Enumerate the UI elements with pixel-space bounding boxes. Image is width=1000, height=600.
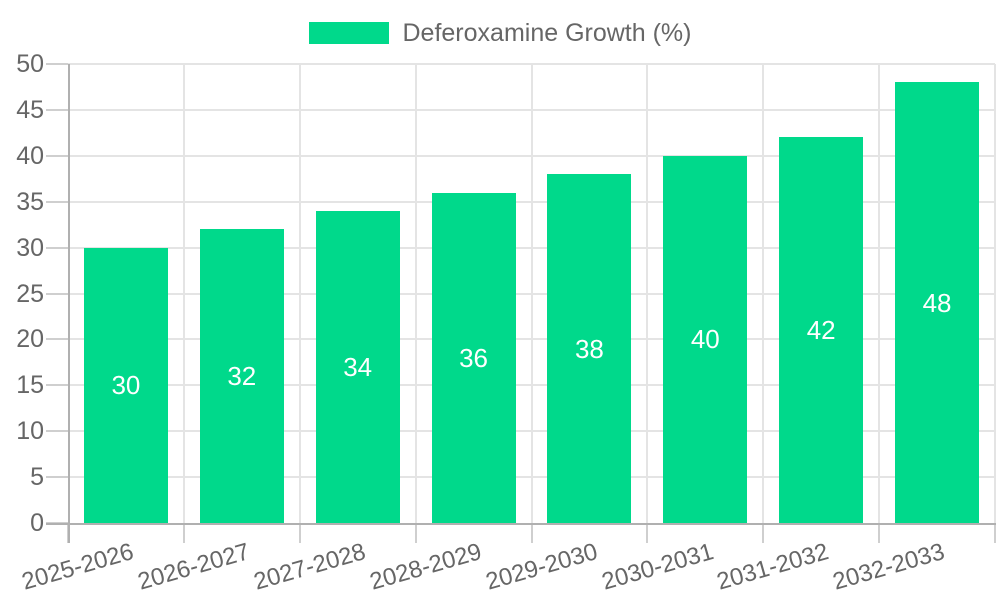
bar-value-label: 30: [111, 370, 141, 401]
x-axis-tick: [762, 523, 765, 543]
bar[interactable]: [431, 192, 516, 523]
y-tick-label: 0: [30, 509, 44, 537]
y-axis-tick: [46, 338, 68, 341]
y-axis-tick: [46, 108, 68, 111]
x-axis-tick: [994, 523, 996, 543]
y-tick-label: 25: [16, 279, 44, 308]
bar[interactable]: [547, 174, 632, 523]
x-axis-tick: [646, 523, 649, 543]
y-axis-tick: [46, 384, 68, 387]
x-tick-label: 2027-2028: [250, 538, 369, 596]
bar-value-label: 34: [343, 351, 373, 382]
y-tick-label: 15: [16, 371, 44, 400]
x-axis-tick: [878, 523, 881, 543]
vertical-gridline: [414, 64, 417, 523]
y-tick-label: 5: [30, 463, 44, 492]
bar[interactable]: [199, 229, 284, 523]
bar-value-label: 32: [227, 361, 257, 392]
y-axis-tick: [46, 200, 68, 203]
y-tick-label: 10: [16, 417, 44, 446]
x-tick-label: 2028-2029: [366, 538, 485, 596]
bar[interactable]: [83, 247, 168, 523]
y-axis-tick: [46, 430, 68, 433]
bar-value-label: 36: [459, 342, 489, 373]
vertical-gridline: [994, 64, 996, 523]
x-tick-label: 2026-2027: [134, 538, 253, 596]
y-tick-label: 35: [16, 187, 44, 216]
y-axis-tick: [46, 246, 68, 249]
y-axis-line: [68, 64, 70, 543]
x-axis-tick: [182, 523, 185, 543]
x-tick-label: 2030-2031: [598, 538, 717, 596]
y-axis-tick: [46, 476, 68, 479]
y-tick-label: 45: [16, 95, 44, 124]
x-axis-line: [46, 523, 996, 525]
bar[interactable]: [663, 155, 748, 523]
x-tick-label: 2025-2026: [19, 538, 137, 596]
bar-value-label: 38: [574, 333, 604, 364]
y-axis-tick: [46, 63, 68, 65]
y-axis-tick: [46, 292, 68, 295]
vertical-gridline: [182, 64, 185, 523]
y-tick-label: 20: [16, 325, 44, 354]
bar[interactable]: [895, 82, 980, 523]
y-tick-label: 50: [16, 50, 44, 78]
y-tick-label: 30: [16, 233, 44, 262]
x-tick-label: 2031-2032: [714, 538, 833, 596]
x-axis-tick: [298, 523, 301, 543]
vertical-gridline: [646, 64, 649, 523]
vertical-gridline: [530, 64, 533, 523]
legend-swatch: [308, 22, 389, 44]
bar-value-label: 48: [922, 287, 952, 318]
vertical-gridline: [298, 64, 301, 523]
bar[interactable]: [779, 137, 864, 523]
bar-value-label: 40: [690, 324, 720, 355]
legend-item[interactable]: Deferoxamine Growth (%): [308, 19, 692, 47]
y-tick-label: 40: [16, 141, 44, 170]
x-axis-tick: [530, 523, 533, 543]
x-tick-label: 2029-2030: [482, 538, 601, 596]
y-axis-tick: [46, 154, 68, 157]
bar-value-label: 42: [806, 315, 836, 346]
legend-label: Deferoxamine Growth (%): [402, 19, 692, 47]
vertical-gridline: [762, 64, 765, 523]
bar[interactable]: [315, 210, 400, 523]
x-axis-tick: [414, 523, 417, 543]
chart-legend: Deferoxamine Growth (%): [0, 20, 1000, 46]
x-tick-label: 2032-2033: [830, 538, 948, 596]
vertical-gridline: [878, 64, 881, 523]
